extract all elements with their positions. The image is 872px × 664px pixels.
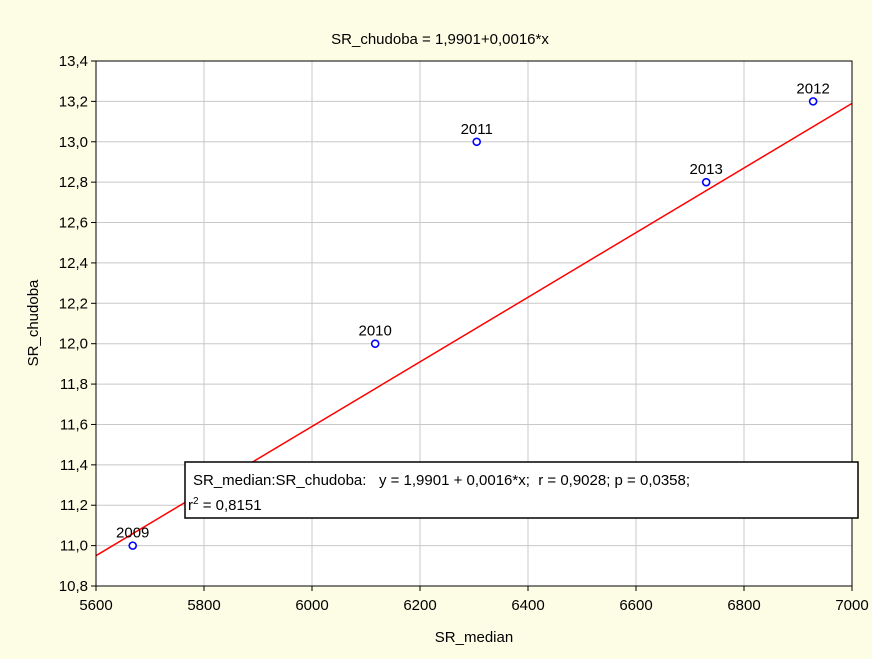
axis-ticks: 5600 5800 6000 6200 6400 6600 6800 7000 10,8 11,0…: [59, 53, 869, 614]
x-tick-label: 5600: [79, 597, 112, 614]
y-tick-label: 12,6: [59, 215, 88, 232]
point-label: 2013: [690, 161, 723, 178]
data-points: 2009 2010 2011 2012 2013: [116, 80, 830, 550]
y-tick-label: 11,2: [60, 497, 88, 514]
annotation-r2-sup: 2: [193, 496, 199, 507]
x-tick-label: 6600: [619, 597, 652, 614]
annotation-r2-value: = 0,8151: [199, 497, 262, 514]
annotation-line-1: SR_median:SR_chudoba: y = 1,9901 + 0,001…: [193, 472, 690, 489]
x-tick-label: 6400: [511, 597, 544, 614]
y-tick-label: 11,0: [60, 538, 88, 555]
y-tick-label: 12,2: [59, 295, 88, 312]
data-point: [128, 541, 138, 550]
data-point: [370, 339, 380, 348]
point-label: 2012: [796, 80, 829, 97]
y-tick-label: 12,8: [59, 174, 88, 191]
y-tick-label: 11,4: [60, 457, 88, 474]
x-tick-label: 6200: [403, 597, 436, 614]
y-tick-label: 10,8: [59, 578, 88, 595]
annotation-box: [184, 461, 859, 519]
chart-title: SR_chudoba = 1,9901+0,0016*x: [331, 31, 549, 48]
y-tick-label: 12,4: [59, 255, 88, 272]
x-tick-label: 6800: [727, 597, 760, 614]
annotation-r2-prefix: r: [188, 497, 193, 514]
x-axis-label: SR_median: [435, 629, 513, 646]
annotation-line-2: r2 = 0,8151: [188, 496, 262, 514]
y-tick-label: 13,2: [59, 93, 88, 110]
data-point: [472, 137, 482, 147]
y-tick-label: 13,4: [59, 53, 88, 70]
x-tick-label: 6000: [295, 597, 328, 614]
plot-border: [95, 60, 853, 587]
data-point: [808, 97, 818, 106]
data-point: [701, 177, 711, 187]
x-tick-label: 5800: [187, 597, 220, 614]
y-tick-label: 12,0: [59, 336, 88, 353]
y-tick-label: 13,0: [59, 134, 88, 151]
point-label: 2009: [116, 525, 149, 542]
point-label: 2011: [461, 121, 493, 138]
y-tick-label: 11,8: [60, 376, 88, 393]
y-tick-label: 11,6: [60, 416, 88, 433]
y-axis-label: SR_chudoba: [25, 279, 42, 366]
x-tick-label: 7000: [835, 597, 868, 614]
regression-annotation: SR_median:SR_chudoba: y = 1,9901 + 0,001…: [184, 461, 859, 519]
point-label: 2010: [358, 323, 391, 340]
